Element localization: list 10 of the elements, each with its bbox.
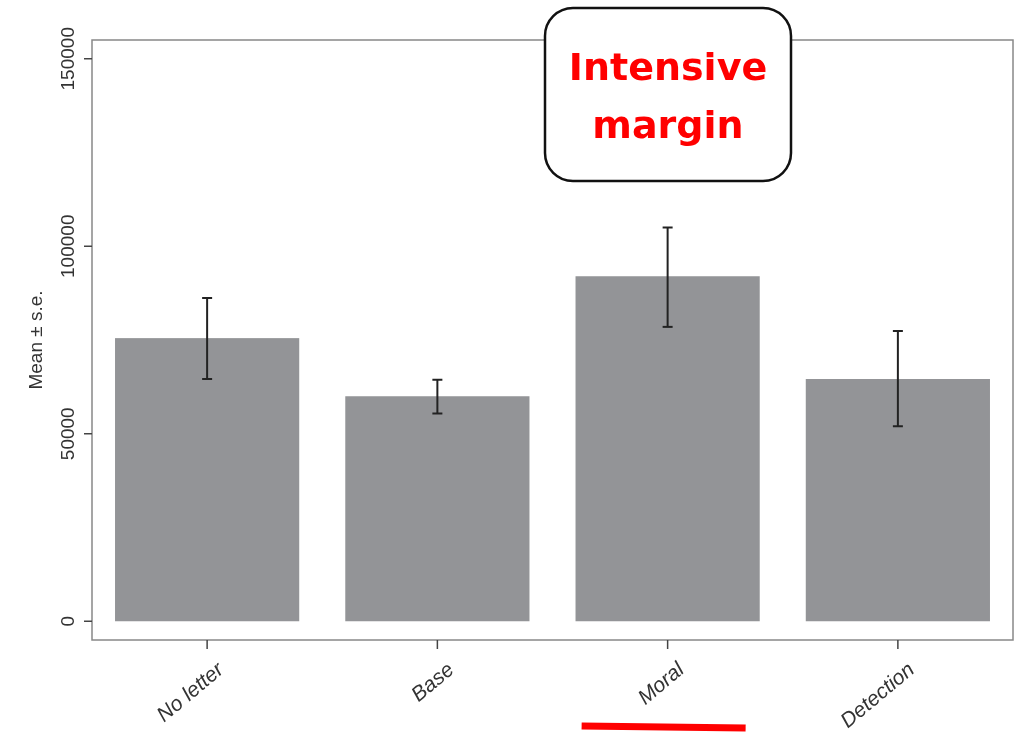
y-tick-label: 0 (57, 615, 78, 627)
annotation: Intensive margin (568, 45, 768, 147)
y-tick-label: 150000 (57, 27, 78, 91)
bar (115, 338, 300, 622)
bar (805, 379, 990, 622)
bar (575, 276, 760, 622)
bar (345, 396, 530, 622)
y-tick-label: 50000 (57, 407, 78, 461)
y-axis-title: Mean ± s.e. (25, 290, 46, 390)
y-tick-label: 100000 (57, 214, 78, 278)
